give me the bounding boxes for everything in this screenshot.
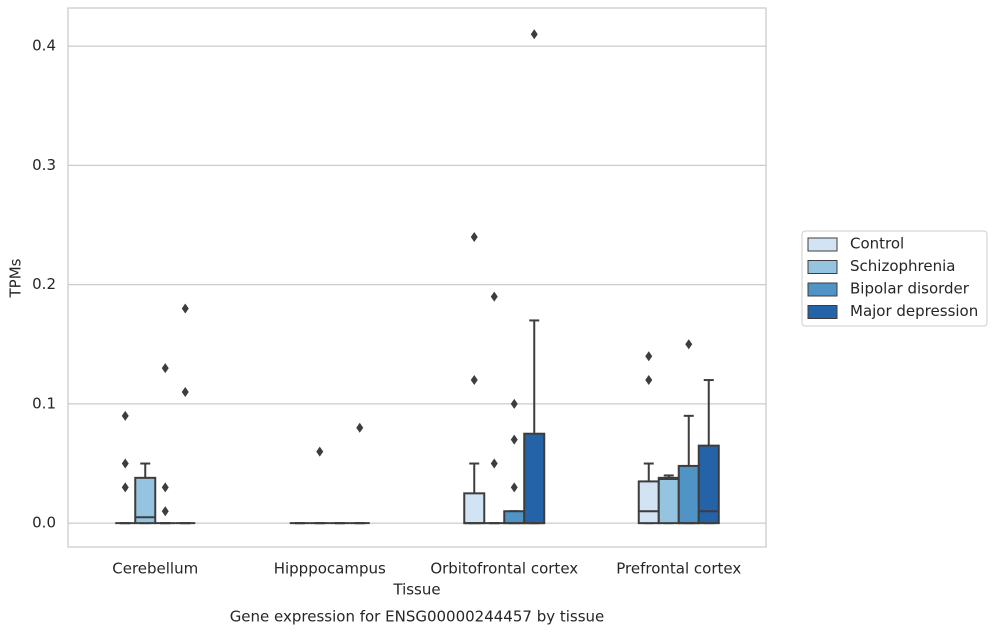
box bbox=[697, 444, 720, 525]
outlier bbox=[181, 303, 189, 314]
y-tick-label: 0.2 bbox=[32, 275, 56, 293]
outlier bbox=[161, 506, 169, 517]
outlier bbox=[470, 231, 478, 242]
box bbox=[657, 476, 680, 525]
outlier bbox=[470, 375, 478, 386]
y-tick-label: 0.4 bbox=[32, 37, 56, 55]
box bbox=[503, 510, 526, 525]
legend-label: Bipolar disorder bbox=[850, 280, 970, 298]
outlier bbox=[121, 410, 129, 421]
outlier bbox=[490, 291, 498, 302]
outlier bbox=[510, 398, 518, 409]
box bbox=[134, 476, 157, 525]
outlier bbox=[510, 434, 518, 445]
legend-swatch bbox=[807, 282, 838, 297]
box bbox=[463, 492, 486, 525]
outlier bbox=[161, 482, 169, 493]
y-tick-label: 0.1 bbox=[32, 394, 56, 412]
x-tick-label: Orbitofrontal cortex bbox=[430, 560, 578, 578]
chart-title: Gene expression for ENSG00000244457 by t… bbox=[230, 608, 605, 626]
y-tick-label: 0.0 bbox=[32, 514, 56, 532]
box bbox=[523, 432, 546, 525]
outlier bbox=[121, 458, 129, 469]
box bbox=[677, 464, 700, 525]
legend-swatch bbox=[807, 237, 838, 252]
y-axis-label: TPMs bbox=[7, 258, 25, 298]
outlier bbox=[161, 363, 169, 374]
outlier bbox=[316, 446, 324, 457]
outlier bbox=[530, 29, 538, 40]
legend-label: Schizophrenia bbox=[850, 257, 955, 275]
box bbox=[637, 480, 660, 525]
outlier bbox=[121, 482, 129, 493]
outlier bbox=[645, 375, 653, 386]
outlier bbox=[356, 422, 364, 433]
legend-label: Control bbox=[850, 235, 904, 253]
outlier bbox=[181, 386, 189, 397]
outlier bbox=[490, 458, 498, 469]
y-tick-label: 0.3 bbox=[32, 156, 56, 174]
x-tick-label: Cerebellum bbox=[112, 560, 198, 578]
outlier bbox=[510, 482, 518, 493]
x-tick-label: Hipppocampus bbox=[274, 560, 386, 578]
legend-swatch bbox=[807, 260, 838, 274]
outlier bbox=[685, 339, 693, 350]
legend-label: Major depression bbox=[850, 302, 978, 320]
x-axis-label: Tissue bbox=[392, 581, 440, 599]
legend-swatch bbox=[807, 305, 838, 319]
x-tick-label: Prefrontal cortex bbox=[616, 560, 741, 578]
outlier bbox=[645, 351, 653, 362]
legend bbox=[801, 230, 988, 327]
plot-area bbox=[67, 7, 767, 548]
